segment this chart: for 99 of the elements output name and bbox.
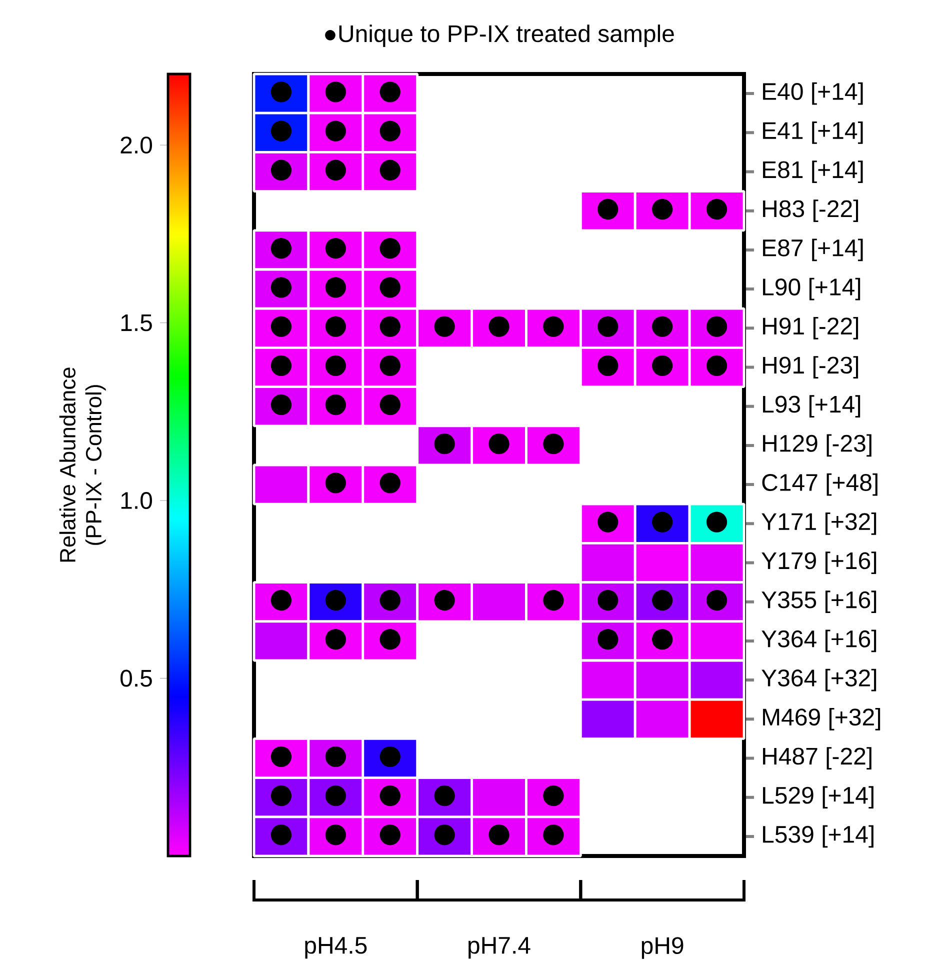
data-label: ● bbox=[270, 277, 292, 298]
y-tick-label: H91 [-22] bbox=[763, 316, 858, 340]
data-label: ● bbox=[380, 120, 400, 142]
data-label: ● bbox=[270, 590, 292, 611]
color-bar-title: Relative Abundance (PP-IX - Control) bbox=[59, 368, 106, 562]
y-tick-label: Y179 [+16] bbox=[762, 552, 876, 574]
data-label: ● bbox=[270, 160, 292, 180]
x-tick-label: pH7.4 bbox=[468, 937, 530, 959]
data-label: ● bbox=[270, 785, 292, 806]
color-bar-label: 0.5 bbox=[120, 670, 152, 687]
data-label: ● bbox=[325, 355, 346, 376]
y-tick-label: L539 [+14] bbox=[763, 825, 874, 848]
data-label: ● bbox=[325, 120, 346, 142]
data-label: ● bbox=[706, 355, 728, 376]
data-label: ● bbox=[543, 316, 564, 337]
text: ●Unique to PP-IX treated sample bbox=[325, 24, 674, 47]
data-label: ● bbox=[652, 629, 673, 650]
data-label: ● bbox=[270, 316, 292, 337]
data-label: ● bbox=[325, 238, 346, 259]
data-label: ● bbox=[543, 590, 564, 611]
data-label: ● bbox=[270, 746, 292, 767]
data-label: ● bbox=[325, 629, 346, 650]
data-label: ● bbox=[325, 472, 346, 494]
data-label: ● bbox=[598, 512, 618, 532]
data-label: ● bbox=[598, 355, 618, 376]
data-label: ● bbox=[325, 277, 346, 298]
data-label: ● bbox=[325, 746, 346, 767]
data-label: ● bbox=[706, 590, 728, 611]
y-tick-label: Y364 [+32] bbox=[762, 668, 876, 692]
data-label: ● bbox=[434, 824, 455, 846]
y-tick-label: H129 [-23] bbox=[763, 434, 872, 457]
data-label: ● bbox=[434, 434, 455, 454]
y-tick-label: E40 [+14] bbox=[763, 82, 863, 105]
data-label: ● bbox=[434, 316, 455, 337]
data-label: ● bbox=[380, 629, 400, 650]
data-label: ● bbox=[380, 785, 400, 806]
data-label: ● bbox=[325, 394, 346, 416]
data-label: ● bbox=[270, 394, 292, 416]
data-label: ● bbox=[543, 434, 564, 454]
data-label: ● bbox=[598, 316, 618, 337]
data-label: ● bbox=[380, 472, 400, 494]
y-tick-label: M469 [+32] bbox=[763, 708, 880, 730]
data-label: ● bbox=[652, 355, 673, 376]
y-tick-label: E81 [+14] bbox=[763, 160, 863, 183]
data-label: ● bbox=[488, 434, 510, 454]
data-label: ● bbox=[543, 824, 564, 846]
color-bar-label: 2.0 bbox=[120, 136, 152, 154]
color-bar-label: 1.5 bbox=[121, 314, 152, 332]
data-label: ● bbox=[380, 355, 400, 376]
data-label: ● bbox=[434, 785, 455, 806]
data-label: ● bbox=[270, 824, 292, 846]
data-label: ● bbox=[380, 160, 400, 180]
y-tick-label: H91 [-23] bbox=[763, 356, 858, 378]
data-label: ● bbox=[706, 198, 728, 220]
data-label: ● bbox=[380, 82, 400, 102]
data-label: ● bbox=[380, 394, 400, 416]
data-label: ● bbox=[325, 590, 346, 611]
data-label: ● bbox=[270, 238, 292, 259]
data-label: ● bbox=[598, 198, 618, 220]
data-label: ● bbox=[706, 512, 728, 532]
data-label: ● bbox=[488, 316, 510, 337]
data-label: ● bbox=[434, 590, 455, 611]
y-tick-label: H487 [-22] bbox=[763, 747, 872, 770]
data-label: ● bbox=[380, 277, 400, 298]
data-label: ● bbox=[652, 198, 673, 220]
y-tick-label: Y364 [+16] bbox=[762, 630, 876, 652]
data-label: ● bbox=[488, 824, 510, 846]
data-label: ● bbox=[543, 785, 564, 806]
data-label: ● bbox=[380, 746, 400, 767]
x-tick-label: pH9 bbox=[642, 937, 684, 959]
data-label: ● bbox=[598, 590, 618, 611]
data-label: ● bbox=[652, 316, 673, 337]
y-tick-label: L529 [+14] bbox=[763, 786, 874, 809]
y-tick-label: Y171 [+32] bbox=[762, 512, 876, 535]
data-label: ● bbox=[652, 512, 673, 532]
data-label: ● bbox=[325, 160, 346, 180]
data-label: ● bbox=[706, 316, 728, 337]
data-label: ● bbox=[325, 824, 346, 846]
data-label: ● bbox=[325, 785, 346, 806]
data-label: ● bbox=[380, 238, 400, 259]
data-label: ● bbox=[652, 590, 673, 611]
data-label: ● bbox=[325, 82, 346, 102]
data-label: ● bbox=[270, 355, 292, 376]
data-label: ● bbox=[270, 82, 292, 102]
data-label: ● bbox=[380, 590, 400, 611]
y-tick-label: E41 [+14] bbox=[763, 121, 863, 144]
data-label: ● bbox=[325, 316, 346, 337]
data-label: ● bbox=[270, 120, 292, 142]
y-tick-label: H83 [-22] bbox=[763, 200, 858, 222]
data-label: ● bbox=[598, 629, 618, 650]
y-tick-label: L90 [+14] bbox=[763, 278, 860, 300]
y-tick-label: Y355 [+16] bbox=[762, 590, 876, 614]
data-label: ● bbox=[380, 824, 400, 846]
color-bar-label: 1.0 bbox=[121, 492, 152, 510]
data-label: ● bbox=[380, 316, 400, 337]
y-tick-label: E87 [+14] bbox=[763, 238, 863, 262]
y-tick-label: L93 [+14] bbox=[763, 395, 860, 418]
x-tick-label: pH4.5 bbox=[305, 937, 367, 959]
y-tick-label: C147 [+48] bbox=[762, 473, 878, 496]
